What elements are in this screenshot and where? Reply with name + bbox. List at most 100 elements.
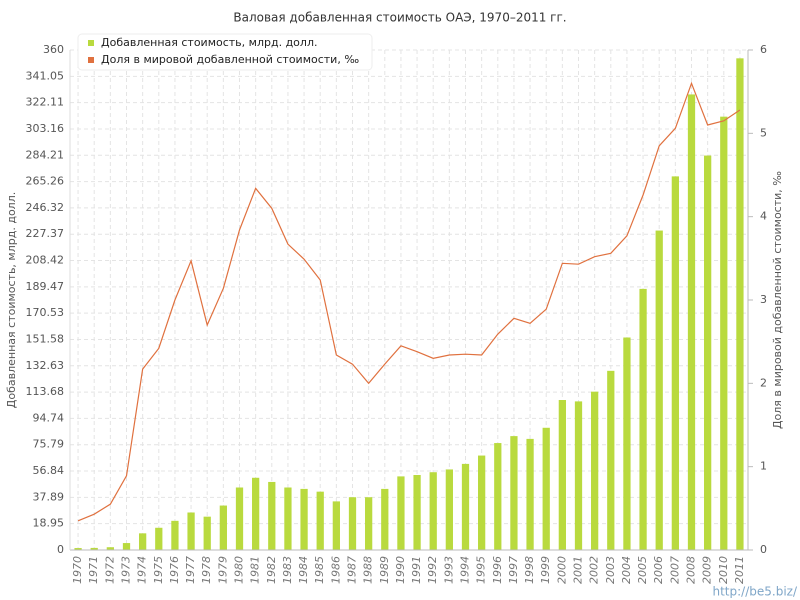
x-tick-label: 1990 (394, 556, 407, 584)
watermark: http://be5.biz/ (712, 585, 797, 599)
bar (429, 472, 437, 550)
bar (526, 438, 534, 550)
bar (704, 155, 712, 551)
bar (187, 512, 195, 550)
x-tick-label: 1993 (442, 556, 455, 584)
y-tick-label: 265.26 (26, 175, 65, 188)
x-tick-label: 2001 (572, 556, 585, 584)
y-tick-label: 341.05 (26, 69, 65, 82)
x-tick-label: 2009 (701, 556, 714, 584)
bar (219, 505, 227, 550)
y-tick-label: 170.53 (26, 306, 65, 319)
bar (542, 427, 550, 550)
bar (139, 533, 147, 550)
bar (607, 370, 615, 550)
x-tick-label: 1973 (120, 556, 133, 584)
x-tick-label: 2008 (685, 556, 698, 584)
legend-swatch (88, 57, 94, 63)
y2-tick-label: 4 (760, 210, 767, 223)
x-tick-label: 1982 (265, 556, 278, 584)
bar (300, 488, 308, 550)
bar (413, 475, 421, 550)
x-tick-label: 1970 (71, 556, 84, 584)
x-tick-label: 1976 (168, 556, 181, 584)
x-tick-label: 1979 (216, 556, 229, 584)
bar (720, 116, 728, 551)
y2-axis-title: Доля в мировой добавленной стоимости, ‰ (771, 171, 784, 429)
y-tick-label: 227.37 (26, 227, 65, 240)
bar (461, 463, 470, 550)
x-tick-label: 1999 (539, 556, 552, 584)
x-tick-label: 1985 (313, 556, 326, 584)
bar (639, 288, 647, 550)
bar (284, 487, 292, 550)
bar (106, 547, 114, 550)
bar (494, 443, 502, 550)
y2-tick-label: 5 (760, 126, 767, 139)
bar (655, 230, 663, 551)
bar (348, 497, 357, 550)
x-tick-label: 1997 (507, 556, 520, 584)
bar (332, 501, 340, 550)
y-tick-label: 151.58 (26, 332, 65, 345)
x-tick-label: 2004 (620, 556, 633, 584)
x-tick-label: 1981 (249, 556, 262, 584)
bar (510, 436, 518, 550)
bar (203, 516, 211, 550)
bar (365, 497, 373, 550)
legend-swatch (88, 40, 94, 46)
x-tick-label: 1989 (378, 556, 391, 584)
bar (687, 94, 696, 550)
y-tick-label: 37.89 (33, 490, 65, 503)
x-tick-label: 2002 (588, 556, 601, 584)
bar (445, 469, 453, 550)
y-tick-label: 303.16 (26, 122, 65, 135)
x-tick-label: 1971 (87, 556, 100, 584)
y2-tick-label: 6 (760, 43, 767, 56)
bar (478, 455, 486, 550)
bar (122, 543, 131, 550)
x-tick-label: 1977 (184, 556, 197, 584)
x-tick-label: 1992 (426, 556, 439, 584)
y2-tick-label: 2 (760, 376, 767, 389)
bar (591, 391, 599, 550)
x-tick-label: 2000 (555, 556, 568, 584)
x-tick-label: 1994 (459, 556, 472, 584)
y-tick-label: 75.79 (33, 438, 65, 451)
y2-tick-label: 3 (760, 293, 767, 306)
bar (574, 401, 583, 550)
x-tick-label: 2007 (668, 556, 681, 584)
x-tick-label: 1983 (281, 556, 294, 584)
line (77, 81, 741, 522)
legend-label: Доля в мировой добавленной стоимости, ‰ (101, 53, 359, 66)
chart-title: Валовая добавленная стоимость ОАЭ, 1970–… (233, 11, 566, 25)
y-tick-label: 18.95 (33, 517, 65, 530)
x-tick-label: 1991 (410, 556, 423, 584)
bar (316, 491, 324, 550)
bar (74, 548, 82, 550)
y2-tick-label: 1 (760, 460, 767, 473)
y-tick-label: 246.32 (26, 201, 65, 214)
bar (268, 481, 276, 550)
bar (397, 476, 405, 550)
y2-tick-label: 0 (760, 543, 767, 556)
x-tick-label: 1972 (103, 556, 116, 584)
bar (252, 477, 260, 550)
x-tick-label: 1988 (362, 556, 375, 584)
x-tick-label: 1998 (523, 556, 536, 584)
x-tick-label: 1986 (329, 556, 342, 584)
y-tick-label: 208.42 (26, 254, 65, 267)
y-tick-label: 94.74 (33, 411, 65, 424)
bar (671, 176, 679, 550)
x-tick-label: 1995 (475, 556, 488, 584)
y-tick-label: 189.47 (26, 280, 65, 293)
legend-label: Добавленная стоимость, млрд. долл. (101, 36, 317, 49)
bar (235, 487, 244, 550)
x-tick-label: 1975 (152, 556, 165, 584)
legend-box (77, 33, 373, 71)
x-tick-label: 2011 (733, 556, 746, 584)
x-tick-label: 1987 (346, 556, 359, 584)
y-axis-title: Добавленная стоимость, млрд. долл. (5, 192, 18, 408)
x-tick-label: 2006 (652, 556, 665, 584)
